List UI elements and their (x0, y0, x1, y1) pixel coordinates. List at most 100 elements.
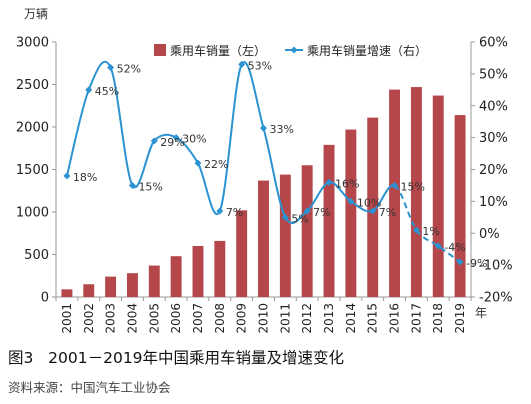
x-tick-label: 2017 (409, 303, 423, 334)
left-tick-label: 2000 (16, 121, 49, 136)
bar (258, 180, 269, 297)
right-tick-label: 60% (479, 36, 508, 51)
x-tick-label: 2015 (366, 303, 380, 334)
bar (126, 273, 138, 297)
line-data-label: 33% (270, 123, 294, 136)
bar (279, 174, 291, 297)
legend-bar-swatch (154, 44, 166, 56)
x-tick-label: 2004 (125, 303, 139, 334)
bar (214, 240, 226, 297)
x-tick-label: 2018 (431, 303, 445, 334)
line-data-label: 7% (226, 206, 243, 219)
x-tick-label: 2001 (60, 303, 74, 334)
line-data-label: 52% (117, 63, 141, 76)
line-point (172, 134, 180, 142)
line-point (412, 226, 420, 234)
x-tick-label: 2006 (169, 303, 183, 334)
x-tick-label: 2005 (147, 303, 161, 334)
legend: 乘用车销量（左） 乘用车销量增速（右） (154, 43, 427, 58)
line-point (194, 159, 202, 167)
line-data-label: 30% (182, 133, 206, 146)
line-data-label: 15% (138, 180, 162, 193)
x-axis-unit: 年 (475, 306, 487, 320)
line-point (325, 178, 333, 186)
bar (454, 115, 466, 297)
bar (148, 265, 160, 297)
bar (323, 144, 335, 297)
chart: 0 500 1000 1500 2000 2500 3000 万辆 -20% -10% 0% 10% 2… (16, 7, 513, 334)
left-tick-label: 500 (24, 248, 49, 263)
line-point (216, 207, 224, 215)
x-tick-label: 2010 (257, 303, 271, 334)
right-tick-label: -10% (479, 259, 513, 274)
line-point (281, 213, 289, 221)
figure-caption: 图3 2001－2019年中国乘用车销量及增速变化 (8, 346, 344, 368)
line-data-label: 1% (422, 225, 439, 238)
x-tick-label: 2009 (235, 303, 249, 334)
line-point (260, 124, 267, 132)
x-tick-label: 2012 (300, 303, 314, 334)
line-data-label: 45% (95, 85, 119, 98)
line-point (369, 207, 377, 215)
left-tick-label: 0 (41, 291, 49, 306)
bar (236, 210, 248, 297)
left-tick-label: 2500 (16, 78, 49, 93)
bar (61, 289, 73, 297)
bar (432, 95, 444, 297)
line-point (456, 258, 464, 266)
bar (345, 129, 357, 297)
bar (301, 165, 313, 297)
line-point (85, 86, 93, 94)
line-point (434, 242, 442, 250)
line-point (238, 60, 246, 68)
figure-title: 2001－2019年中国乘用车销量及增速变化 (48, 349, 345, 367)
line-data-label: -9% (466, 257, 487, 270)
left-tick-label: 1000 (16, 206, 49, 221)
line-data-label: 7% (313, 206, 330, 219)
legend-bar-label: 乘用车销量（左） (170, 43, 266, 58)
line-data-label: 16% (335, 177, 359, 190)
right-tick-label: 50% (479, 67, 508, 82)
line-series (63, 60, 464, 266)
left-axis-unit: 万辆 (24, 7, 48, 21)
x-tick-label: 2008 (213, 303, 227, 334)
figure-label: 图3 (8, 349, 34, 367)
line-data-label: 18% (73, 171, 97, 184)
legend-line-marker (290, 46, 298, 54)
x-tick-label: 2002 (82, 303, 96, 334)
legend-line-label: 乘用车销量增速（右） (307, 43, 427, 58)
right-tick-label: 40% (479, 99, 508, 114)
bar (367, 117, 379, 298)
line-data-label: 10% (357, 196, 381, 209)
line-data-label: 5% (291, 212, 308, 225)
right-tick-label: 30% (479, 131, 508, 146)
bar (192, 246, 204, 297)
x-tick-label: 2011 (278, 303, 292, 334)
line-data-label: 53% (248, 59, 272, 72)
bar (105, 276, 117, 297)
line-point (150, 137, 158, 145)
line-point (391, 181, 399, 189)
line-point (63, 172, 71, 180)
x-tick-label: 2003 (104, 303, 118, 334)
line-point (303, 207, 311, 215)
growth-line-dashed (393, 184, 461, 263)
x-tick-label: 2014 (344, 303, 358, 334)
x-tick-label: 2007 (191, 303, 205, 334)
axes: 0 500 1000 1500 2000 2500 3000 万辆 -20% -10% 0% 10% 2… (16, 7, 513, 334)
right-tick-label: 20% (479, 163, 508, 178)
line-data-label: 7% (379, 206, 396, 219)
line-point (107, 64, 115, 71)
bar (170, 256, 182, 297)
x-tick-label: 2013 (322, 303, 336, 334)
line-point (128, 181, 136, 189)
right-tick-label: 10% (479, 195, 508, 210)
bar-series (61, 87, 466, 298)
bar (389, 89, 401, 297)
line-data-label: 22% (204, 158, 228, 171)
line-data-label: 15% (401, 180, 425, 193)
source-note: 资料来源：中国汽车工业协会 (8, 380, 171, 395)
line-point (347, 197, 355, 205)
line-data-label: -4% (444, 241, 465, 254)
data-labels: 18%45%52%15%29%30%22%7%53%33%5% 7%16%10%7… (73, 59, 488, 270)
